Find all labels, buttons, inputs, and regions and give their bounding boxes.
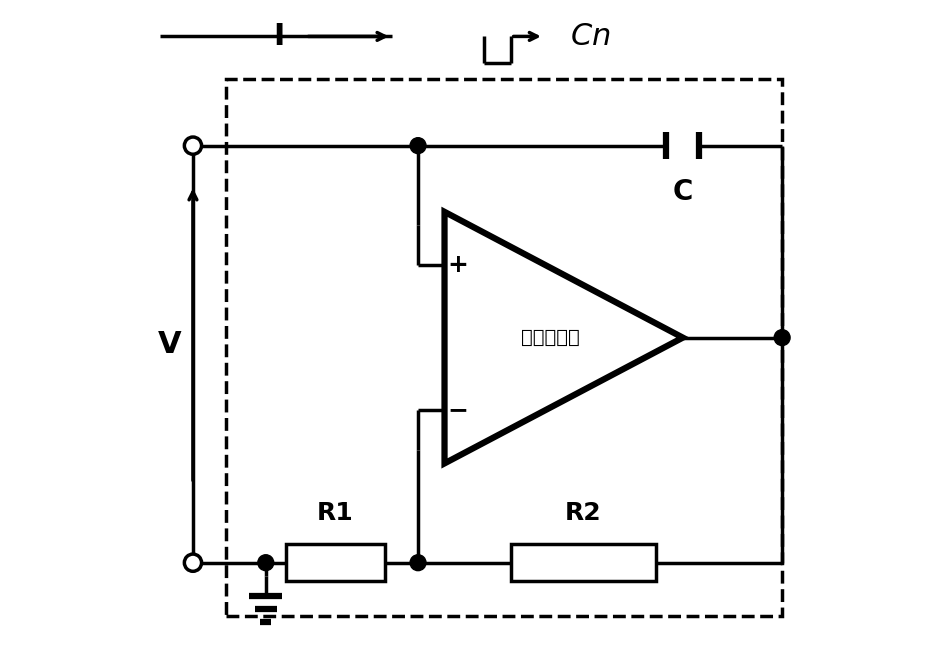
Circle shape (185, 137, 202, 154)
Bar (511, 544, 657, 581)
Text: V: V (158, 330, 182, 359)
Text: C: C (673, 178, 693, 206)
Circle shape (774, 330, 790, 346)
Text: I: I (273, 22, 284, 51)
Bar (285, 544, 385, 581)
Text: R2: R2 (565, 500, 602, 524)
Text: 运算放大器: 运算放大器 (521, 328, 580, 347)
Circle shape (185, 554, 202, 571)
Text: −: − (447, 399, 468, 422)
Circle shape (258, 555, 274, 571)
Text: $\it{Cn}$: $\it{Cn}$ (570, 22, 610, 51)
Text: R1: R1 (317, 500, 353, 524)
Circle shape (410, 138, 426, 154)
Bar (226, 79, 782, 616)
Circle shape (410, 555, 426, 571)
Text: +: + (447, 253, 468, 277)
